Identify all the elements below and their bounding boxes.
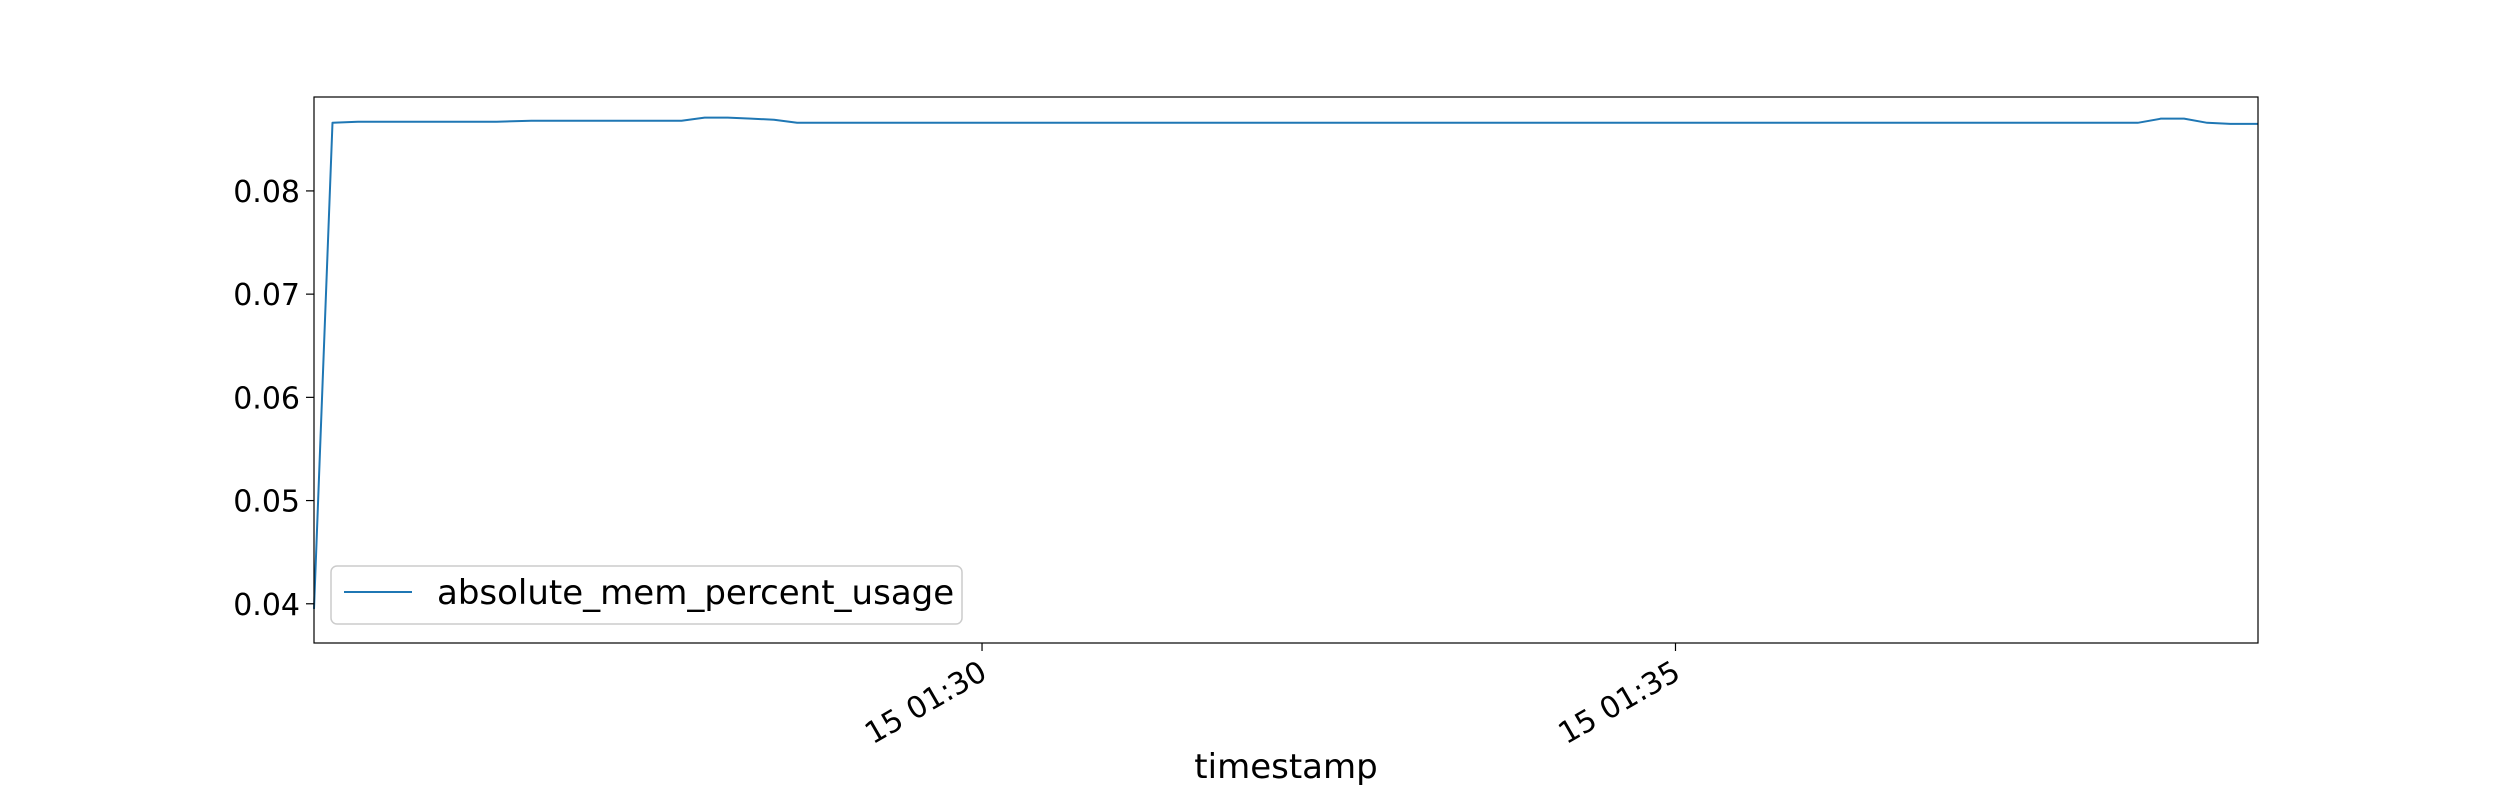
plot-area	[314, 97, 2258, 643]
plot-frame	[313, 96, 2259, 644]
y-axis: 0.04 0.05 0.06 0.07 0.08	[233, 175, 314, 623]
series-line-0	[313, 116, 2258, 609]
y-tick-label: 0.04	[233, 588, 300, 623]
legend-label: absolute_mem_percent_usage	[437, 573, 954, 613]
y-tick-label: 0.05	[233, 485, 300, 520]
x-axis-title: timestamp	[1194, 747, 1377, 787]
y-tick-label: 0.06	[233, 381, 300, 416]
y-tick-label: 0.07	[233, 278, 300, 313]
legend: absolute_mem_percent_usage	[330, 565, 963, 625]
series-layer	[313, 116, 2258, 609]
legend-box	[330, 565, 963, 625]
y-tick-label: 0.08	[233, 175, 300, 210]
